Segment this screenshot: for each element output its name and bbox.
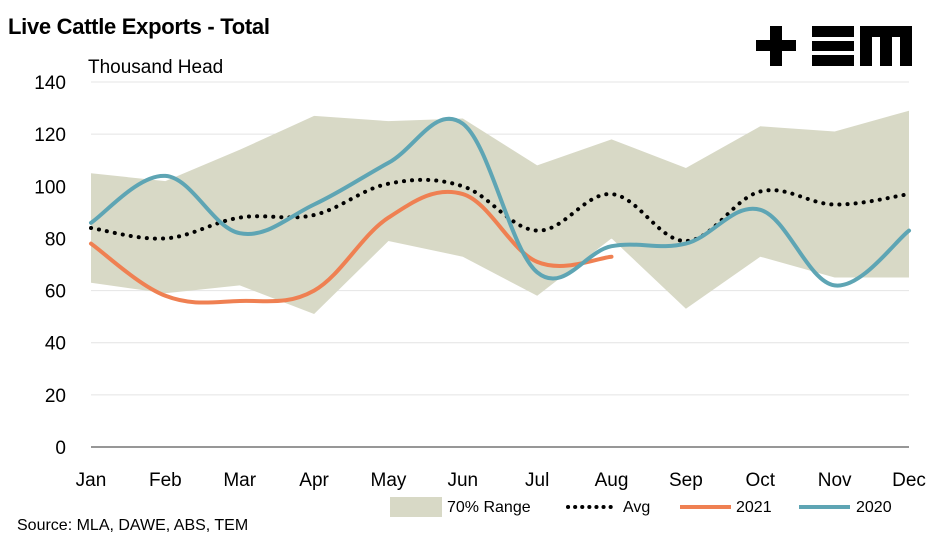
x-tick-label: Aug [595,470,629,491]
legend-swatch-range [390,497,442,517]
y-tick-label: 100 [34,177,66,198]
y-axis-unit-label: Thousand Head [88,57,223,78]
y-tick-label: 120 [34,125,66,146]
legend-label-avg: Avg [623,499,650,516]
x-tick-label: Jan [76,470,107,491]
x-tick-label: Feb [149,470,182,491]
y-tick-label: 80 [45,229,66,250]
source-note: Source: MLA, DAWE, ABS, TEM [17,517,248,534]
x-tick-label: Jun [447,470,478,491]
legend-label-range: 70% Range [447,499,531,516]
legend: 70% Range Avg 2021 2020 [390,497,892,517]
y-tick-label: 40 [45,334,66,355]
x-tick-label: May [371,470,407,491]
series-line-2020 [89,116,911,288]
x-tick-label: Nov [818,470,852,491]
legend-label-2021: 2021 [736,499,772,516]
y-tick-label: 20 [45,386,66,407]
y-tick-label: 0 [55,438,66,459]
y-tick-label: 60 [45,282,66,303]
x-tick-label: Sep [669,470,703,491]
series-layer [89,116,911,305]
chart-title: Live Cattle Exports - Total [8,14,270,39]
axes: 0 20 40 60 80 100 120 140 Jan Feb Mar Apr May Jun Jul A… [34,73,926,491]
y-tick-label: 140 [34,73,66,94]
x-tick-label: Dec [892,470,926,491]
series-line-avg [89,177,911,244]
x-tick-label: Jul [525,470,549,491]
x-tick-label: Apr [299,470,329,491]
x-tick-label: Oct [745,470,775,491]
x-tick-label: Mar [223,470,256,491]
legend-label-2020: 2020 [856,499,892,516]
tem-logo [756,26,912,66]
